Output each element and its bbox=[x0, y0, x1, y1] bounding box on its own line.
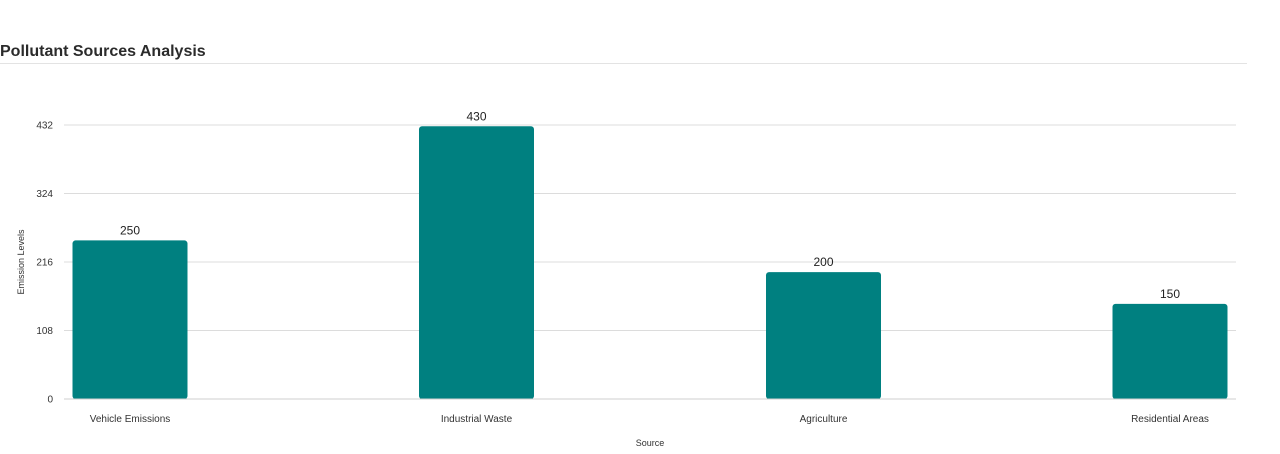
y-axis-ticks: 0 108 216 324 432 bbox=[36, 121, 53, 406]
bars bbox=[72, 126, 1228, 399]
x-tick-label: Residential Areas bbox=[1131, 414, 1209, 425]
bar[interactable] bbox=[1112, 303, 1228, 399]
y-tick-label: 324 bbox=[36, 189, 53, 200]
bar-value-label: 430 bbox=[466, 109, 486, 123]
y-tick-label: 216 bbox=[36, 258, 53, 269]
x-tick-label: Vehicle Emissions bbox=[90, 414, 171, 425]
data-labels: 250 430 200 150 bbox=[120, 109, 1180, 301]
y-axis-title: Emission Levels bbox=[16, 229, 26, 295]
chart-header: Pollutant Sources Analysis bbox=[0, 0, 1247, 64]
bar[interactable] bbox=[419, 126, 534, 399]
chart-title: Pollutant Sources Analysis bbox=[0, 43, 206, 60]
x-axis-labels: Vehicle Emissions Industrial Waste Agricul… bbox=[90, 414, 1209, 425]
bar-value-label: 200 bbox=[813, 255, 833, 269]
bar[interactable] bbox=[72, 240, 188, 399]
x-tick-label: Industrial Waste bbox=[441, 414, 513, 425]
bar-value-label: 150 bbox=[1160, 287, 1180, 301]
y-tick-label: 0 bbox=[47, 395, 53, 406]
gridlines bbox=[64, 124, 1236, 331]
y-tick-label: 108 bbox=[36, 326, 53, 337]
x-tick-label: Agriculture bbox=[800, 414, 848, 425]
bar[interactable] bbox=[766, 272, 881, 399]
y-tick-label: 432 bbox=[36, 121, 53, 132]
x-axis-title: Source bbox=[636, 438, 665, 448]
bar-value-label: 250 bbox=[120, 223, 140, 237]
